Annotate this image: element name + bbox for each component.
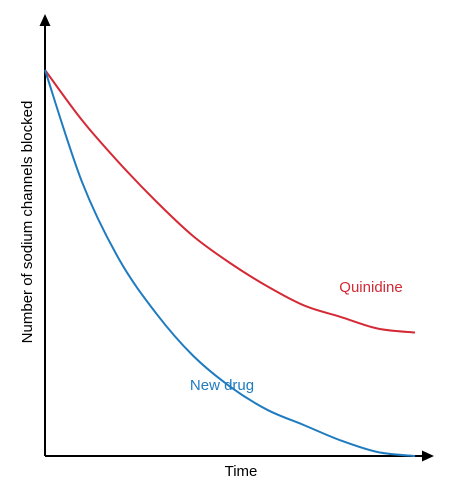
y-axis-arrow-icon xyxy=(39,14,51,26)
x-axis-arrow-icon xyxy=(422,450,434,462)
series-line-quinidine xyxy=(44,69,416,334)
series-line-new-drug xyxy=(44,69,416,457)
x-axis-title: Time xyxy=(225,463,258,480)
series-label-new-drug: New drug xyxy=(190,377,254,394)
series-label-quinidine: Quinidine xyxy=(339,279,402,296)
y-axis-title: Number of sodium channels blocked xyxy=(19,101,36,344)
